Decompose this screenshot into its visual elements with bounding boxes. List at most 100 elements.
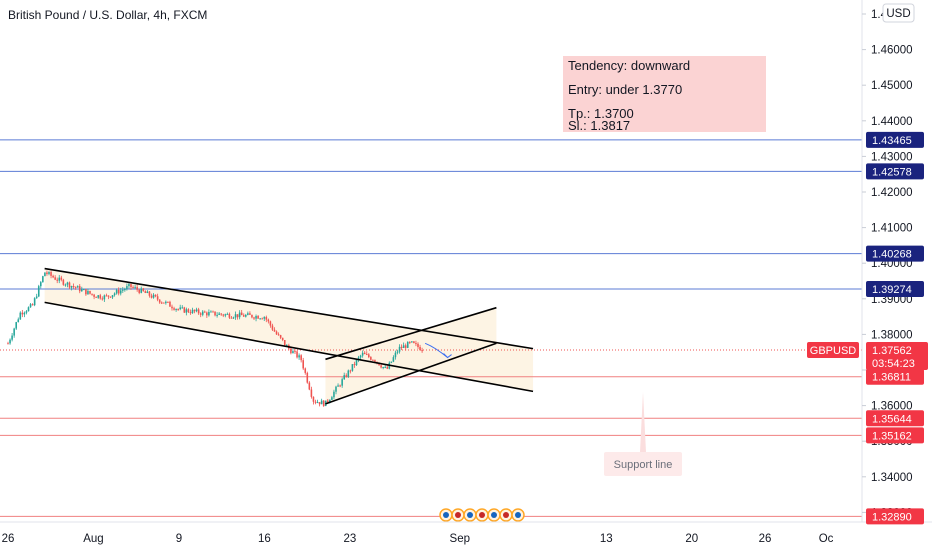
candle-body: [11, 335, 13, 340]
candle-body: [310, 389, 313, 397]
candle-body: [382, 367, 384, 369]
candle-body: [220, 313, 222, 315]
candle-body: [370, 357, 372, 360]
candle-body: [394, 352, 397, 358]
candle-body: [286, 344, 288, 346]
candle-body: [230, 317, 233, 319]
candle-body: [312, 396, 315, 402]
candle-body: [343, 375, 345, 380]
candle-body: [290, 348, 292, 354]
candle-body: [421, 350, 423, 352]
x-tick-label: 16: [258, 533, 271, 545]
candle-body: [183, 307, 186, 313]
candle-body: [327, 400, 329, 403]
analysis-note[interactable]: Tendency: downward Entry: under 1.3770 T…: [563, 56, 766, 133]
candle-body: [74, 286, 77, 288]
candle-body: [281, 337, 284, 341]
candle-body: [44, 272, 46, 277]
candle-body: [130, 284, 132, 288]
candle-body: [181, 307, 184, 309]
support-callout-box: [604, 452, 682, 476]
candle-body: [119, 290, 122, 294]
candle-body: [64, 284, 67, 286]
economic-event-flag-icon: [479, 512, 485, 518]
candle-body: [19, 312, 22, 320]
candle-body: [167, 301, 169, 303]
candle-body: [398, 346, 401, 352]
descending-channel-lower-line[interactable]: [44, 301, 534, 393]
resistance-level-tag: [866, 131, 924, 148]
currency-button[interactable]: USD: [882, 3, 915, 23]
resistance-level-tag: [866, 281, 924, 298]
candle-body: [107, 295, 110, 297]
candle-body: [60, 277, 63, 280]
candle-body: [228, 313, 231, 318]
note-line-tp: Tp.: 1.3700: [568, 106, 634, 121]
candle-body: [355, 359, 358, 366]
candle-body: [226, 313, 229, 315]
candle-body: [187, 309, 190, 313]
candle-body: [37, 286, 40, 297]
candle-body: [91, 293, 93, 295]
candle-body: [212, 311, 214, 313]
candle-body: [409, 341, 411, 343]
candle-body: [335, 386, 337, 392]
candle-body: [23, 312, 26, 315]
candle-body: [204, 311, 206, 313]
economic-event-flag-icon: [455, 512, 461, 518]
candle-body: [320, 400, 323, 405]
economic-event-flag-icon: [515, 512, 521, 518]
candle-body: [368, 354, 370, 358]
candle-body: [144, 291, 147, 293]
candle-body: [271, 325, 274, 330]
candle-body: [13, 328, 15, 336]
candle-body: [216, 314, 218, 316]
candle-body: [111, 295, 114, 298]
candle-body: [265, 317, 268, 320]
x-tick-label: Sep: [450, 533, 470, 545]
last-price-tag: [866, 341, 928, 370]
candle-body: [126, 286, 128, 290]
support-level-tag: [866, 410, 924, 427]
candle-body: [128, 284, 130, 287]
candle-body: [333, 391, 335, 398]
candle-body: [251, 314, 253, 318]
ascending-channel-lower-line[interactable]: [325, 342, 497, 405]
candle-body: [337, 385, 339, 387]
candle-body: [81, 289, 83, 292]
support-callout[interactable]: Support line: [604, 392, 682, 476]
candle-body: [365, 354, 368, 356]
candle-body: [21, 312, 24, 315]
candle-body: [193, 309, 196, 312]
candle-body: [99, 295, 102, 299]
note-line-entry: Entry: under 1.3770: [568, 82, 682, 97]
candle-body: [308, 382, 311, 390]
candle-body: [292, 351, 294, 354]
descending-channel-upper-line[interactable]: [44, 267, 534, 350]
candle-body: [294, 351, 296, 353]
candle-body: [222, 314, 225, 316]
candle-body: [85, 289, 87, 295]
candle-body: [236, 314, 239, 318]
candle-body: [257, 316, 259, 319]
candle-body: [339, 385, 341, 387]
candle-body: [351, 364, 354, 371]
candle-body: [72, 285, 75, 287]
ascending-channel-upper-line[interactable]: [325, 306, 497, 361]
currency-label: USD: [886, 8, 910, 20]
economic-event-flag-icon: [467, 512, 473, 518]
symbol-label: GBPUSD: [810, 345, 857, 357]
candle-body: [76, 286, 79, 288]
support-level-value: 1.35162: [872, 430, 912, 442]
candle-body: [117, 289, 120, 294]
candle-body: [50, 272, 52, 276]
candle-body: [189, 312, 192, 314]
candle-body: [97, 295, 99, 298]
candle-body: [179, 307, 181, 310]
candle-body: [263, 317, 266, 319]
candle-body: [304, 368, 307, 373]
ascending-channel-fill: [325, 307, 497, 404]
economic-event-flag-icon: [503, 512, 509, 518]
